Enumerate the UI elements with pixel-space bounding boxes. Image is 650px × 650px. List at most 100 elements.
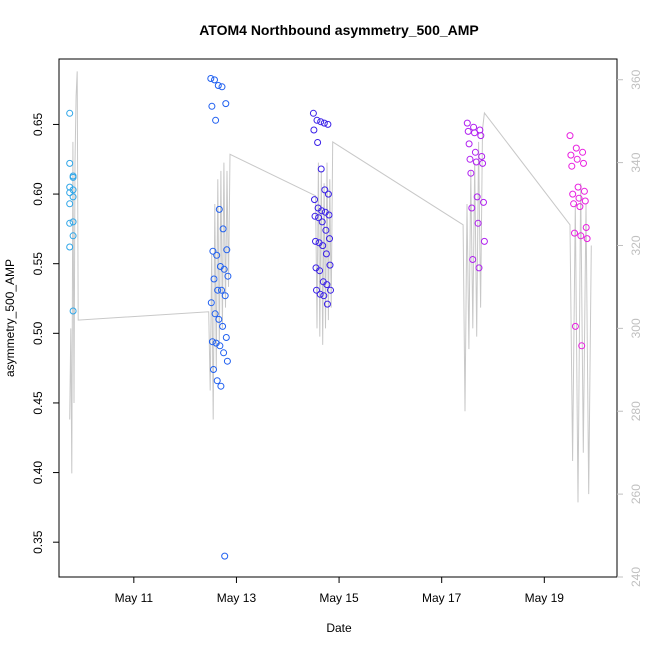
data-point (320, 292, 328, 300)
data-point (69, 218, 77, 226)
y2-tick-label: 280 (629, 401, 643, 421)
data-point (213, 251, 221, 259)
data-point (221, 552, 229, 560)
data-point (570, 200, 578, 208)
y-tick-label: 0.35 (31, 530, 45, 554)
data-point (580, 187, 588, 195)
y2-tick-label: 300 (629, 318, 643, 338)
data-point (315, 214, 323, 222)
data-point (571, 322, 579, 330)
data-point (568, 162, 576, 170)
data-point (212, 116, 220, 124)
data-point (66, 243, 74, 251)
data-point (470, 123, 478, 131)
data-point (465, 140, 473, 148)
data-point (313, 116, 321, 124)
series-4 (463, 119, 488, 272)
data-point (580, 159, 587, 167)
data-point (317, 165, 325, 173)
data-point (324, 190, 332, 198)
data-point (312, 237, 319, 245)
data-point (222, 100, 230, 108)
data-point (469, 256, 477, 263)
data-point (326, 261, 334, 269)
series-1 (66, 109, 77, 315)
data-point (581, 197, 589, 205)
y2-tick-label: 320 (629, 235, 643, 255)
data-point (323, 300, 331, 308)
data-point (583, 235, 591, 243)
data-point (219, 225, 227, 233)
data-point (479, 159, 487, 167)
data-point (318, 218, 326, 226)
data-points (66, 75, 591, 560)
data-point (66, 159, 74, 167)
data-point (224, 272, 232, 280)
data-point (574, 183, 582, 191)
y2-tick-label: 260 (629, 484, 643, 504)
data-point (464, 127, 472, 135)
data-point (316, 267, 324, 275)
data-point (566, 132, 574, 140)
chart-title: ATOM4 Northbound asymmetry_500_AMP (199, 22, 479, 38)
data-point (473, 193, 481, 201)
data-point (480, 237, 488, 245)
data-point (468, 204, 476, 212)
data-point (208, 338, 216, 346)
x-axis: May 11 May 13 May 15 May 17 May 19 (115, 577, 565, 605)
data-point (573, 155, 581, 163)
data-point (208, 102, 216, 110)
data-point (210, 366, 217, 373)
data-point (467, 169, 475, 177)
x-tick-label: May 11 (115, 591, 154, 605)
data-point (578, 342, 586, 350)
data-point (314, 139, 322, 146)
data-point (222, 334, 230, 341)
data-point (576, 203, 584, 211)
data-point (69, 232, 77, 240)
y-tick-label: 0.55 (31, 252, 45, 276)
secondary-line-path (69, 71, 592, 503)
x-tick-label: May 17 (422, 591, 462, 605)
data-point (210, 275, 218, 283)
data-point (313, 286, 320, 294)
y-tick-label: 0.65 (31, 112, 45, 136)
data-point (69, 173, 77, 181)
x-axis-label: Date (326, 621, 352, 635)
data-point (466, 155, 474, 163)
data-point (211, 76, 218, 84)
x-tick-label: May 19 (525, 591, 565, 605)
data-point (577, 232, 585, 240)
data-point (221, 292, 229, 300)
data-point (311, 212, 319, 220)
data-point (218, 83, 226, 91)
data-point (316, 290, 324, 298)
data-point (321, 186, 329, 194)
data-point (215, 315, 223, 323)
data-point (66, 219, 74, 227)
y2-tick-label: 360 (629, 69, 643, 89)
data-point (472, 158, 480, 166)
data-point (220, 265, 228, 273)
data-point (575, 194, 583, 202)
data-point (579, 148, 587, 156)
series-3 (309, 109, 334, 308)
y-tick-label: 0.60 (31, 182, 45, 206)
data-point (319, 242, 327, 250)
y2-tick-label: 240 (629, 567, 643, 587)
data-point (217, 382, 225, 390)
data-point (219, 322, 227, 330)
data-point (325, 211, 333, 219)
data-point (310, 126, 318, 134)
data-point (322, 226, 330, 234)
data-point (477, 132, 485, 140)
data-point (478, 153, 486, 160)
data-point (569, 190, 577, 198)
data-point (471, 148, 479, 156)
data-point (223, 246, 231, 254)
y-axis-label: asymmetry_500_AMP (3, 259, 17, 377)
data-point (216, 342, 224, 350)
data-point (211, 310, 219, 318)
data-point (320, 119, 328, 127)
